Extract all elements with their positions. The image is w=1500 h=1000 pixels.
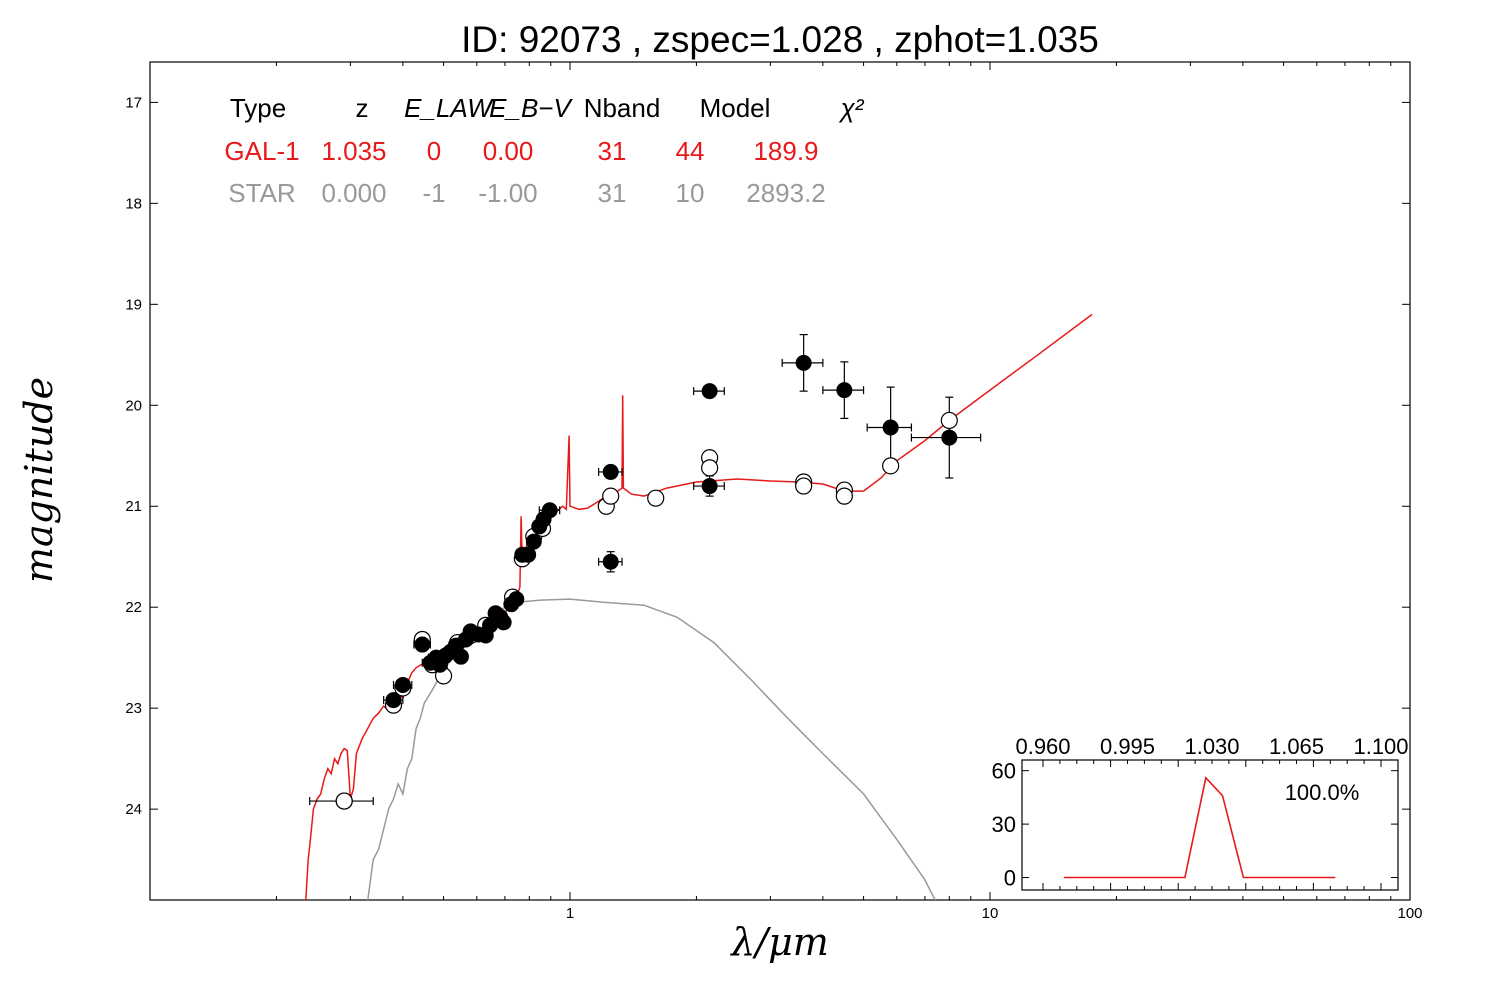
inset-y-tick-label: 60 (992, 759, 1016, 784)
y-tick-label: 24 (125, 801, 142, 818)
observed-magnitude-point (602, 553, 619, 570)
model-magnitude-point (647, 489, 665, 507)
pdz-line (1063, 776, 1336, 879)
x-axis-label: λ/μm (729, 920, 829, 964)
table-cell-star: -1.00 (478, 178, 537, 208)
observed-magnitude-point (602, 463, 619, 480)
observed-magnitude-point (882, 419, 899, 436)
observed-magnitude-point (795, 354, 812, 371)
inset-x-tick-label: 0.995 (1100, 734, 1155, 759)
model-magnitude-point (882, 457, 900, 475)
observed-magnitude-point (508, 591, 525, 608)
table-cell-gal: 189.9 (753, 136, 818, 166)
table-cell-gal: 31 (598, 136, 627, 166)
x-tick-label: 10 (982, 905, 999, 922)
table-cell-gal: 0 (427, 136, 441, 166)
inset-y-tick-label: 30 (992, 812, 1016, 837)
observed-magnitude-point (385, 692, 402, 709)
observed-magnitude-point (941, 429, 958, 446)
y-tick-label: 18 (125, 195, 142, 212)
inset-x-tick-label: 1.030 (1184, 734, 1239, 759)
y-tick-label: 21 (125, 498, 142, 515)
table-cell-gal: GAL-1 (224, 136, 299, 166)
table-cell-star: -1 (422, 178, 445, 208)
inset-x-tick-label: 1.065 (1269, 734, 1324, 759)
observed-magnitude-point (541, 502, 558, 519)
pdz-inset: 0.960 0.995 1.030 1.065 1.100 0 30 60 100.0% (992, 734, 1409, 891)
photometry-points (309, 334, 982, 810)
table-cell-gal: 1.035 (321, 136, 386, 166)
y-axis-label: magnitude (17, 377, 61, 583)
table-cell-star: 10 (676, 178, 705, 208)
table-header: Nband (584, 93, 661, 123)
y-tick-label: 23 (125, 700, 142, 717)
model-magnitude-point (335, 792, 353, 810)
x-tick-label: 100 (1397, 905, 1422, 922)
inset-x-tick-label: 1.100 (1353, 734, 1408, 759)
observed-magnitude-point (495, 614, 512, 631)
observed-magnitude-point (836, 382, 853, 399)
pdz-percent-label: 100.0% (1285, 780, 1360, 805)
table-header: E_B−V (489, 93, 573, 123)
model-magnitude-point (835, 487, 853, 505)
table-cell-star: STAR (228, 178, 295, 208)
model-magnitude-point (701, 459, 719, 477)
model-magnitude-point (940, 411, 958, 430)
table-header: χ² (839, 93, 865, 123)
chart-title: ID: 92073 , zspec=1.028 , zphot=1.035 (461, 19, 1099, 60)
observed-magnitude-point (701, 478, 718, 495)
table-cell-star: 0.000 (321, 178, 386, 208)
table-cell-gal: 44 (676, 136, 705, 166)
table-header: E_LAW (404, 93, 494, 123)
observed-magnitude-point (394, 676, 411, 693)
observed-magnitude-point (414, 636, 431, 653)
inset-x-tick-label: 0.960 (1015, 734, 1070, 759)
table-header: z (356, 93, 369, 123)
x-tick-label: 1 (566, 905, 574, 922)
observed-magnitude-point (525, 533, 542, 550)
y-tick-label: 20 (125, 397, 142, 414)
table-cell-gal: 0.00 (483, 136, 534, 166)
table-cell-star: 31 (598, 178, 627, 208)
inset-y-tick-label: 0 (1004, 866, 1016, 891)
model-magnitude-point (795, 477, 813, 495)
y-tick-label: 22 (125, 599, 142, 616)
observed-magnitude-point (452, 648, 469, 665)
table-header: Model (700, 93, 771, 123)
y-tick-label: 17 (125, 94, 142, 111)
y-tick-label: 19 (125, 296, 142, 313)
model-magnitude-point (602, 487, 620, 505)
observed-magnitude-point (701, 383, 718, 400)
table-header: Type (230, 93, 286, 123)
table-cell-star: 2893.2 (746, 178, 826, 208)
